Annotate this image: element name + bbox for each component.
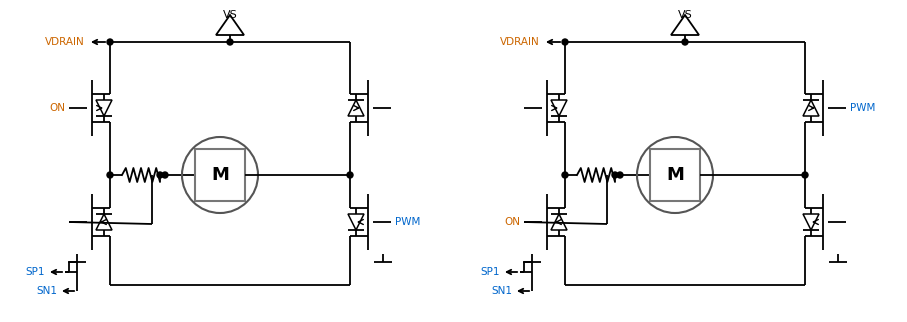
Text: SN1: SN1 <box>36 286 57 296</box>
Circle shape <box>107 172 113 178</box>
Text: VDRAIN: VDRAIN <box>501 37 540 47</box>
Text: VS: VS <box>678 10 692 20</box>
Bar <box>195 149 245 201</box>
Bar <box>650 149 700 201</box>
Text: SN1: SN1 <box>491 286 512 296</box>
Text: SP1: SP1 <box>25 267 45 277</box>
Circle shape <box>802 172 808 178</box>
Text: SP1: SP1 <box>481 267 500 277</box>
Text: PWM: PWM <box>850 103 875 113</box>
Circle shape <box>612 172 618 178</box>
Circle shape <box>107 39 113 45</box>
Text: VS: VS <box>222 10 238 20</box>
Text: ON: ON <box>504 217 520 227</box>
Circle shape <box>227 39 233 45</box>
Text: M: M <box>211 166 229 184</box>
Text: VDRAIN: VDRAIN <box>45 37 85 47</box>
Text: PWM: PWM <box>395 217 420 227</box>
Text: M: M <box>666 166 684 184</box>
Text: ON: ON <box>49 103 65 113</box>
Circle shape <box>562 172 568 178</box>
Circle shape <box>682 39 688 45</box>
Circle shape <box>157 172 163 178</box>
Circle shape <box>617 172 623 178</box>
Circle shape <box>162 172 168 178</box>
Circle shape <box>562 39 568 45</box>
Circle shape <box>347 172 353 178</box>
